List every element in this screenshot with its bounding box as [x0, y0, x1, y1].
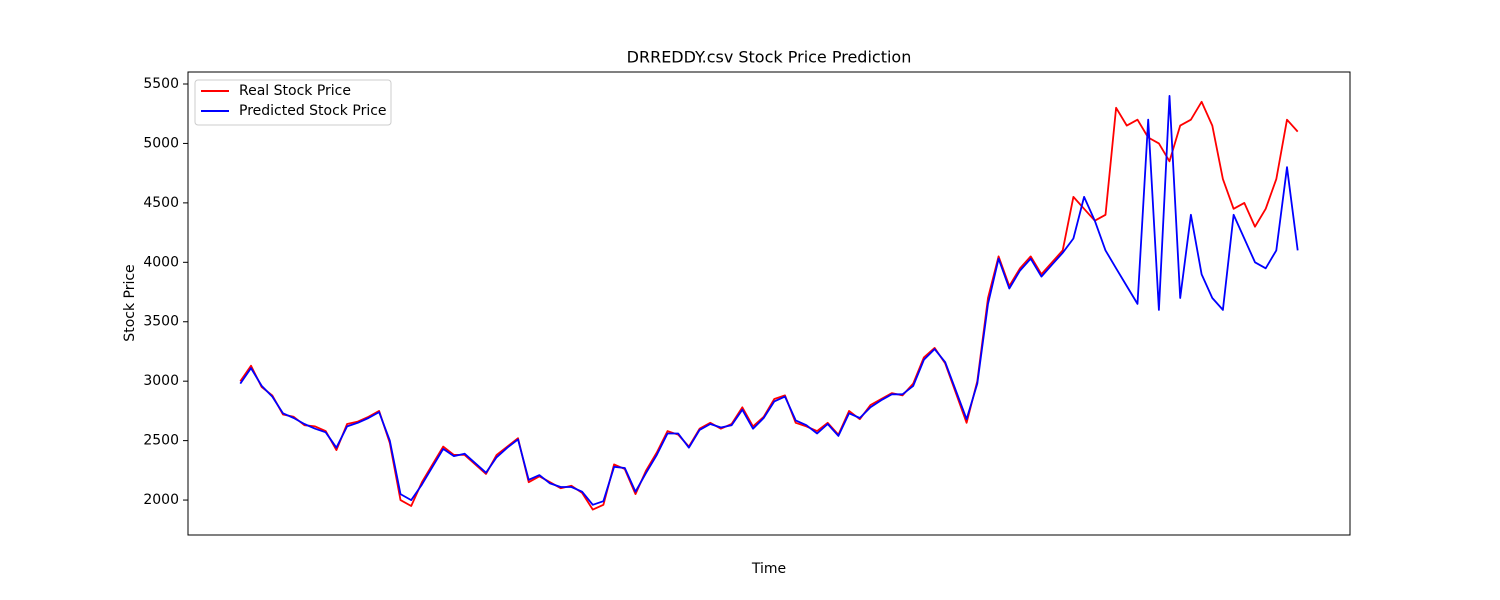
- y-tick-label: 3000: [143, 373, 179, 389]
- y-tick-label: 2500: [143, 433, 179, 449]
- legend-label: Predicted Stock Price: [239, 103, 387, 119]
- y-tick-label: 4500: [143, 195, 179, 211]
- series-line: [239, 95, 1299, 506]
- y-tick-label: 2000: [143, 492, 179, 508]
- legend-label: Real Stock Price: [239, 83, 351, 99]
- legend-box: [194, 79, 392, 126]
- y-tick-label: 5500: [143, 76, 179, 92]
- chart-title: DRREDDY.csv Stock Price Prediction: [627, 48, 912, 67]
- series-line: [239, 100, 1299, 511]
- plot-frame: [187, 71, 1351, 536]
- y-tick-label: 4000: [143, 254, 179, 270]
- y-tick-label: 5000: [143, 135, 179, 151]
- y-axis-label: Stock Price: [122, 264, 138, 341]
- x-axis-label: Time: [751, 561, 786, 577]
- y-tick-label: 3500: [143, 314, 179, 330]
